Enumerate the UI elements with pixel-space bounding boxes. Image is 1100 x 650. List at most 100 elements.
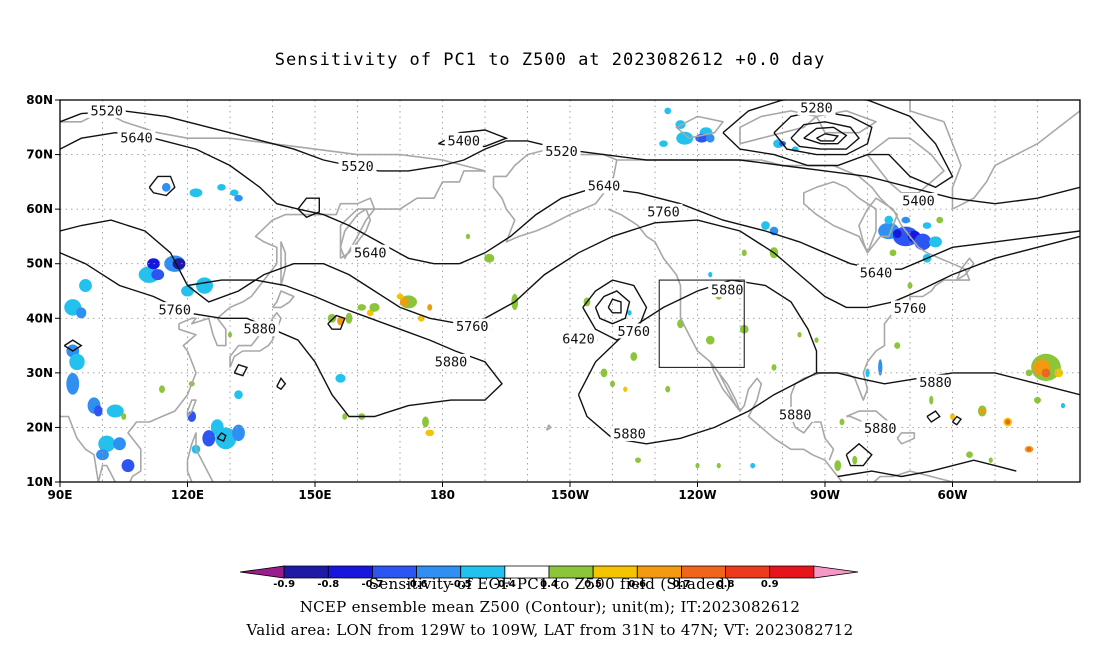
sensitivity-shade [936, 216, 944, 224]
caption-contour: NCEP ensemble mean Z500 (Contour); unit(… [299, 598, 801, 616]
sensitivity-shade [161, 182, 171, 192]
sensitivity-shade [889, 249, 897, 257]
colorbar-label: 0.7 [673, 579, 691, 590]
colorbar-label: -0.8 [317, 579, 339, 590]
contour-line [216, 431, 227, 443]
sensitivity-shade [922, 222, 932, 229]
contour-line [790, 121, 860, 150]
sensitivity-shade [705, 335, 715, 345]
colorbar-label: -0.9 [273, 579, 295, 590]
contour-label: 5400 [902, 193, 935, 209]
contour-label: 5760 [617, 324, 650, 340]
contour-line [837, 459, 1017, 478]
sensitivity-shade [69, 353, 85, 371]
lon-tick-label: 60W [938, 488, 968, 502]
contour-line [327, 314, 346, 330]
sensitivity-shade [335, 373, 346, 383]
contour-line [803, 126, 848, 145]
colorbar-label: -0.6 [406, 579, 428, 590]
contour-label: 5760 [647, 204, 680, 220]
contour-label: 6420 [562, 332, 595, 348]
sensitivity-shade [1060, 402, 1066, 409]
sensitivity-shade [966, 451, 973, 459]
lon-tick-label: 120E [171, 488, 204, 502]
coastline [186, 432, 214, 482]
coastline [815, 110, 877, 134]
sensitivity-shade [427, 304, 433, 311]
contour-label-bg [797, 100, 836, 116]
colorbar-label: 0.4 [540, 579, 558, 590]
contour-label: 5400 [447, 133, 480, 149]
sensitivity-shade [66, 372, 80, 395]
sensitivity-shade [761, 221, 770, 230]
sensitivity-shade [234, 390, 243, 400]
sensitivity-shade [151, 269, 165, 281]
sensitivity-shade [399, 297, 409, 307]
contour-line [148, 175, 176, 197]
contour-label-bg [857, 264, 895, 280]
sensitivity-shade [750, 462, 756, 469]
sensitivity-shade [196, 277, 213, 294]
sensitivity-shade [950, 413, 955, 420]
colorbar-label: 0.9 [761, 579, 779, 590]
sensitivity-shade [839, 418, 845, 426]
sensitivity-shade [217, 184, 226, 191]
sensitivity-shade [979, 407, 985, 415]
sensitivity-shade [901, 216, 911, 224]
colorbar-label: 0.8 [717, 579, 735, 590]
sensitivity-shade [929, 236, 942, 248]
sensitivity-shade [369, 302, 380, 312]
sensitivity-shade [865, 368, 870, 378]
contour-label: 5880 [919, 375, 952, 391]
coastline [896, 432, 916, 445]
sensitivity-shade [627, 310, 632, 316]
contour-line [60, 219, 1080, 325]
contour-line [63, 339, 83, 352]
contour-line [722, 100, 954, 189]
contour-label-bg [776, 406, 815, 422]
colorbar-label: -0.7 [361, 579, 383, 590]
sensitivity-shade [676, 131, 694, 145]
contour-line [276, 377, 287, 391]
contour-label: 5280 [800, 101, 833, 117]
coastline [866, 137, 945, 194]
sensitivity-shade [79, 279, 92, 293]
contour-line [594, 290, 631, 325]
sensitivity-shade [121, 459, 135, 473]
caption-shading: Sensitivity of EOF PC1 to Z500 field (Sh… [368, 575, 732, 593]
contour-label: 5760 [456, 319, 489, 335]
sensitivity-shade [929, 395, 934, 405]
sensitivity-shade [716, 462, 721, 469]
sensitivity-shade [623, 386, 628, 392]
contour-label: 5760 [894, 301, 927, 317]
contour-line [297, 197, 320, 219]
contour-label: 5880 [779, 407, 812, 423]
chart-title: Sensitivity of PC1 to Z500 at 2023082612… [274, 50, 826, 70]
sensitivity-shade [665, 385, 671, 393]
contour-label-bg [351, 244, 390, 260]
sensitivity-shade [1034, 396, 1041, 404]
contour-label-bg [891, 300, 929, 316]
sensitivity-shade [814, 337, 819, 343]
sensitivity-shade [189, 188, 203, 198]
sensitivity-shade [106, 404, 124, 418]
coastline [675, 115, 724, 139]
contour-label: 5640 [860, 265, 893, 281]
contour-label-bg [155, 302, 194, 318]
contour-label-bg [87, 102, 126, 118]
contour-label-bg [432, 353, 470, 369]
sensitivity-shade [342, 413, 348, 420]
contour-label: 5880 [435, 354, 468, 370]
colorbar-label: -0.5 [450, 579, 472, 590]
coastline [803, 181, 877, 254]
sensitivity-shade [635, 457, 641, 463]
sensitivity-shade [695, 462, 700, 469]
contour-label: 5880 [711, 282, 744, 298]
lat-tick-label: 50N [26, 257, 53, 271]
sensitivity-shade [988, 457, 993, 463]
lon-tick-label: 120W [678, 488, 716, 502]
contour-label-bg [338, 158, 377, 174]
sensitivity-shade [771, 364, 777, 371]
sensitivity-shade [93, 405, 103, 417]
sensitivity-shade [914, 233, 932, 251]
